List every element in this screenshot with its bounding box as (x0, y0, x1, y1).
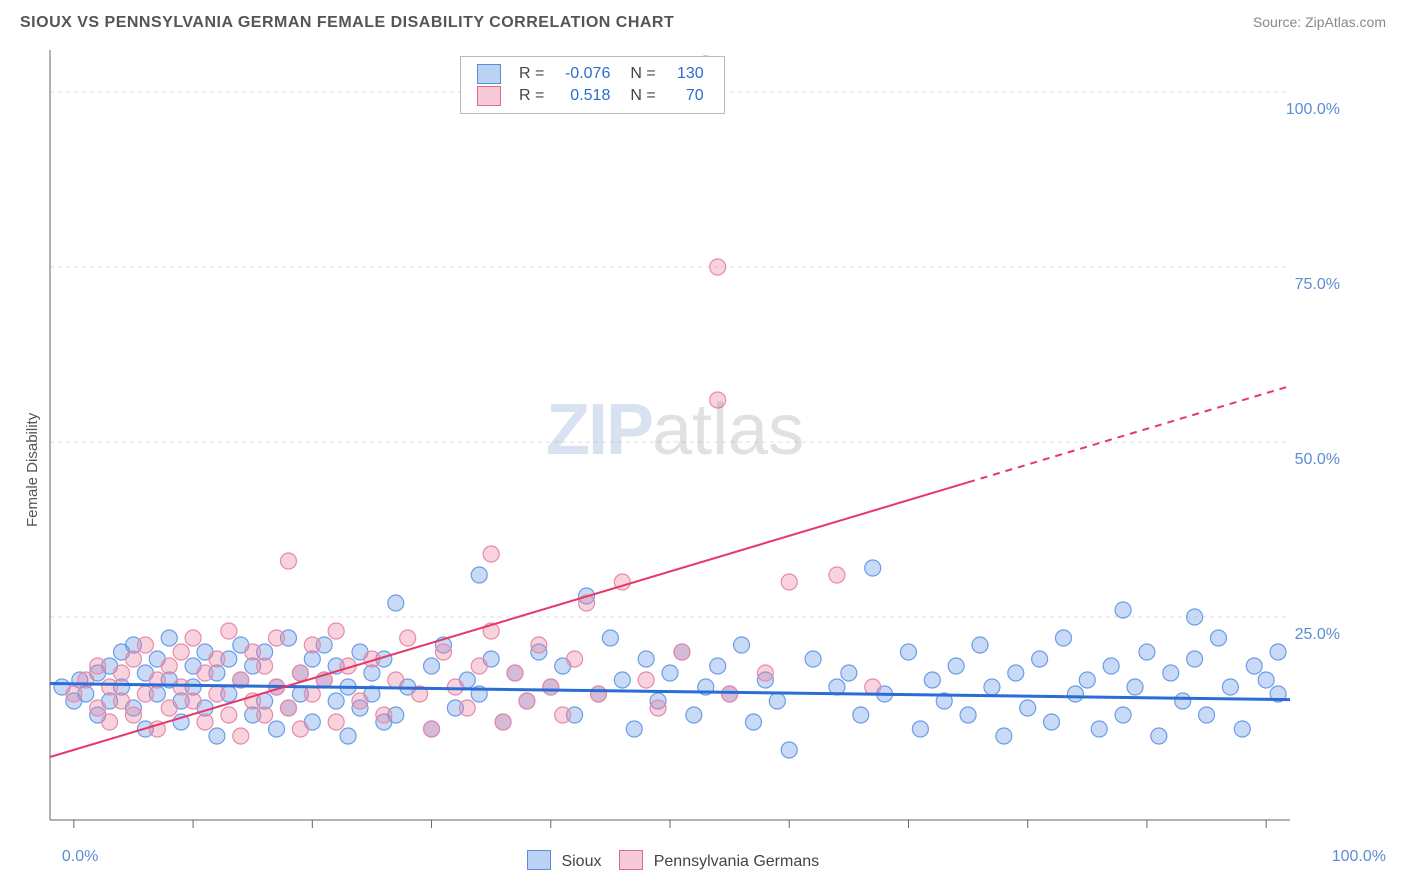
svg-text:75.0%: 75.0% (1295, 276, 1340, 293)
svg-text:50.0%: 50.0% (1295, 451, 1340, 468)
series-legend: Sioux Pennsylvania Germans (527, 850, 819, 871)
svg-text:100.0%: 100.0% (1286, 101, 1340, 118)
y-axis-label: Female Disability (24, 413, 41, 527)
x-axis-min-label: 0.0% (62, 848, 98, 866)
correlation-legend: R =-0.076N =130R =0.518N =70 (460, 56, 725, 114)
x-axis-max-label: 100.0% (1332, 848, 1386, 866)
scatter-chart: 25.0% 50.0% 75.0% 100.0% (0, 0, 1406, 892)
svg-text:25.0%: 25.0% (1295, 626, 1340, 643)
